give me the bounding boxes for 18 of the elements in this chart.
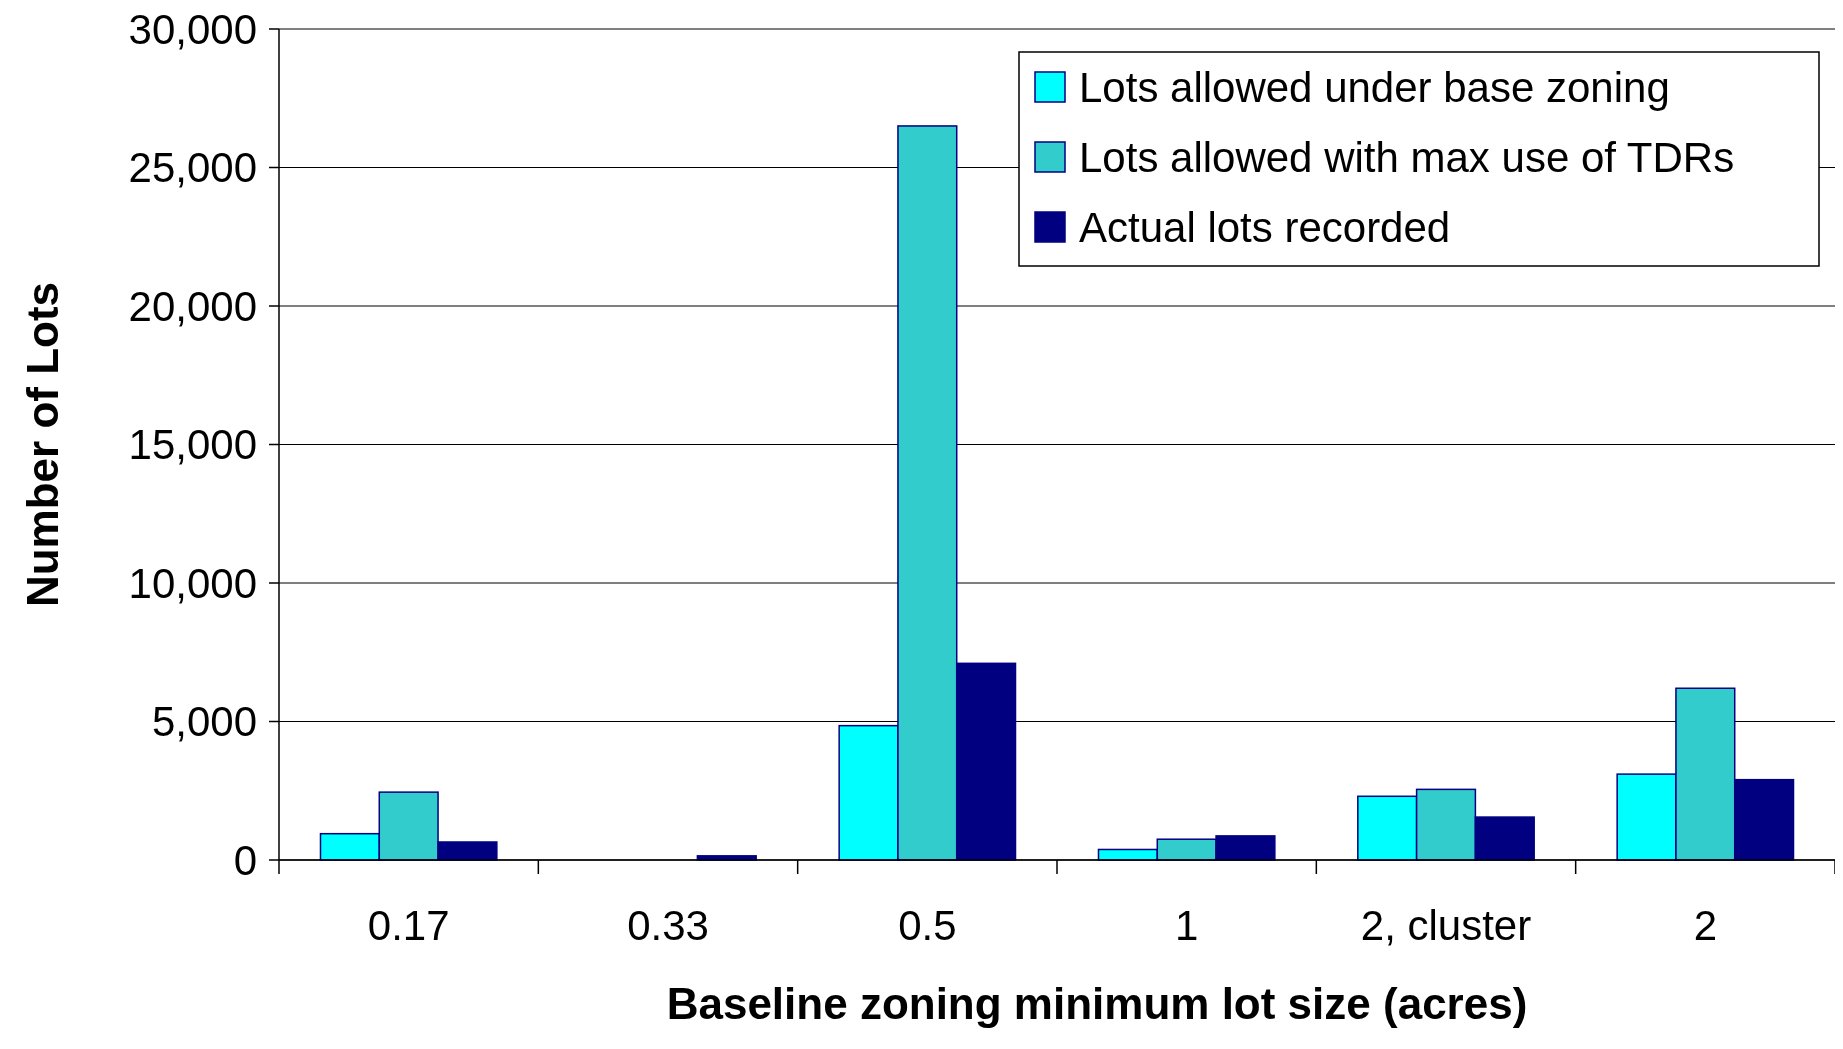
x-axis-title: Baseline zoning minimum lot size (acres) (666, 979, 1528, 1028)
legend-label: Lots allowed with max use of TDRs (1079, 133, 1735, 181)
y-tick-label: 25,000 (128, 144, 257, 192)
y-axis-title: Number of Lots (18, 281, 67, 608)
x-tick-label: 1 (1174, 902, 1199, 949)
y-tick-label: 5,000 (151, 698, 257, 746)
x-tick-label: 2 (1693, 902, 1718, 949)
y-tick-label: 15,000 (128, 421, 257, 469)
legend-label: Lots allowed under base zoning (1079, 63, 1670, 111)
y-tick-label: 10,000 (128, 559, 257, 607)
x-tick-label: 2, cluster (1360, 902, 1532, 949)
legend-label: Actual lots recorded (1079, 203, 1451, 251)
y-tick-label: 0 (233, 836, 257, 884)
y-tick-label: 20,000 (128, 282, 257, 330)
x-tick-label: 0.33 (627, 902, 709, 949)
y-tick-label: 30,000 (128, 5, 257, 53)
x-tick-label: 0.5 (898, 902, 957, 949)
x-tick-label: 0.17 (367, 902, 450, 949)
